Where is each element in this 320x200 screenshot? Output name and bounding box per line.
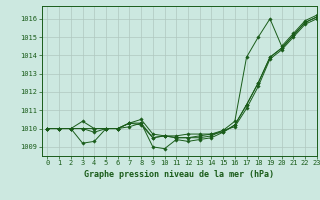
X-axis label: Graphe pression niveau de la mer (hPa): Graphe pression niveau de la mer (hPa) bbox=[84, 170, 274, 179]
